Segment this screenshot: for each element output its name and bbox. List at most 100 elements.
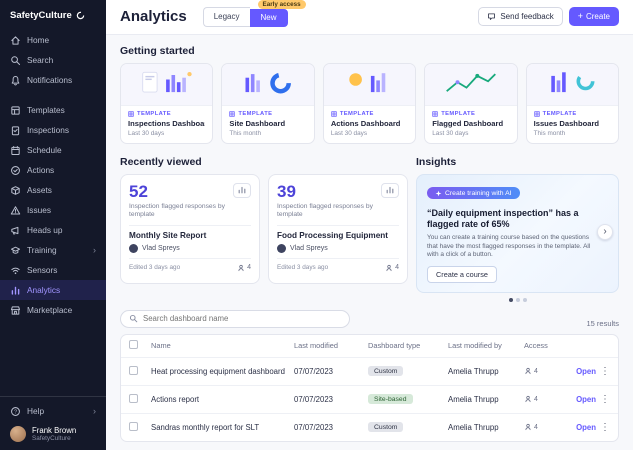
insights-title: Insights <box>416 155 457 168</box>
recently-viewed-card[interactable]: 52 Inspection flagged responses by templ… <box>120 173 260 284</box>
row-checkbox[interactable] <box>129 365 138 375</box>
row-menu-button[interactable]: ⋮ <box>600 365 610 377</box>
sidebar-item-label: Analytics <box>27 285 61 295</box>
create-button[interactable]: + Create <box>568 7 619 27</box>
nav-group-divider <box>0 90 106 100</box>
sidebar-item-notifications[interactable]: Notifications <box>0 70 106 90</box>
carousel-dot[interactable] <box>522 297 527 302</box>
dashboard-name: Monthly Site Report <box>129 230 207 240</box>
user-menu[interactable]: Frank Brown SafetyCulture <box>0 421 106 444</box>
open-link[interactable]: Open <box>576 394 596 404</box>
sidebar-item-sensors[interactable]: Sensors <box>0 260 106 280</box>
carousel-dot[interactable] <box>515 297 520 302</box>
card-body: TEMPLATE Flagged Dashboard Last 30 days <box>425 106 516 143</box>
sidebar-item-issues[interactable]: Issues <box>0 200 106 220</box>
row-menu-button[interactable]: ⋮ <box>600 393 610 405</box>
template-card-actions[interactable]: TEMPLATE Actions Dashboard Last 30 days <box>322 62 417 144</box>
column-header-access: Access <box>524 341 548 351</box>
insight-headline: “Daily equipment inspection” has a flagg… <box>427 207 579 229</box>
sidebar-item-templates[interactable]: Templates <box>0 100 106 120</box>
table-row[interactable]: Actions report 07/07/2023 Site-based Ame… <box>121 384 618 413</box>
search-input[interactable] <box>143 314 341 324</box>
issues-dashboard-illustration <box>526 63 619 106</box>
send-feedback-button[interactable]: Send feedback <box>478 7 563 27</box>
metric-label: Inspection flagged responses by template <box>129 202 225 219</box>
dashboard-name: Food Processing Equipment <box>277 230 388 240</box>
user-name: Frank Brown <box>32 426 77 435</box>
table-row[interactable]: Heat processing equipment dashboard 07/0… <box>121 356 618 385</box>
card-type-label: TEMPLATE <box>441 110 476 117</box>
row-menu-button[interactable]: ⋮ <box>600 421 610 433</box>
card-body: TEMPLATE Actions Dashboard Last 30 days <box>324 106 415 143</box>
table-header-row: Name Last modified Dashboard type Last m… <box>121 335 618 357</box>
check-circle-icon <box>10 165 21 176</box>
page-title: Analytics <box>120 8 187 26</box>
chart-chip-icon <box>381 182 399 198</box>
card-type-label: TEMPLATE <box>339 110 374 117</box>
sensor-wifi-icon <box>10 265 21 276</box>
sidebar-item-search[interactable]: Search <box>0 50 106 70</box>
open-link[interactable]: Open <box>576 366 596 376</box>
card-title: Actions Dashboard <box>330 118 401 128</box>
sidebar-item-analytics[interactable]: Analytics <box>0 280 106 300</box>
send-feedback-label: Send feedback <box>500 12 554 22</box>
legacy-toggle-button[interactable]: Legacy <box>202 7 250 27</box>
last-modified-cell: 07/07/2023 <box>294 394 334 404</box>
sidebar-item-label: Heads up <box>27 225 63 235</box>
sidebar-item-assets[interactable]: Assets <box>0 180 106 200</box>
sidebar-item-label: Schedule <box>27 145 62 155</box>
sidebar-item-schedule[interactable]: Schedule <box>0 140 106 160</box>
template-card-flagged[interactable]: TEMPLATE Flagged Dashboard Last 30 days <box>424 62 518 144</box>
template-card-site[interactable]: TEMPLATE Site Dashboard This month <box>221 62 315 144</box>
sidebar-item-label: Inspections <box>27 125 69 135</box>
sidebar-item-actions[interactable]: Actions <box>0 160 106 180</box>
select-all-checkbox[interactable] <box>129 340 138 350</box>
carousel-next-button[interactable]: › <box>597 223 613 240</box>
bell-icon <box>10 75 21 86</box>
recently-viewed-card[interactable]: 39 Inspection flagged responses by templ… <box>268 173 408 284</box>
create-course-button[interactable]: Create a course <box>427 265 497 283</box>
sidebar-item-label: Sensors <box>27 265 58 275</box>
table-row[interactable]: Sandras monthly report for SLT 07/07/202… <box>121 412 618 441</box>
actions-dashboard-illustration <box>323 63 416 106</box>
sidebar-item-heads-up[interactable]: Heads up <box>0 220 106 240</box>
card-period: Last 30 days <box>432 129 469 137</box>
main-area: Analytics Legacy New Early access Send f… <box>106 0 633 450</box>
owner-name: Vlad Spreys <box>142 244 180 252</box>
card-body: TEMPLATE Inspections Dashboard Last 30 d… <box>121 106 212 143</box>
template-grid-icon <box>432 110 438 117</box>
card-title: Flagged Dashboard <box>432 118 504 128</box>
sidebar-item-inspections[interactable]: Inspections <box>0 120 106 140</box>
template-card-issues[interactable]: TEMPLATE Issues Dashboard This month <box>525 62 620 144</box>
member-count: 4 <box>395 264 399 272</box>
sidebar-item-label: Training <box>27 245 57 255</box>
column-header-last-modified-by: Last modified by <box>448 341 502 351</box>
sidebar-item-help[interactable]: ? Help › <box>0 401 106 421</box>
getting-started-title: Getting started <box>120 44 195 57</box>
search-icon <box>129 314 138 323</box>
row-checkbox[interactable] <box>129 421 138 431</box>
column-header-dashboard-type: Dashboard type <box>368 341 421 351</box>
template-grid-icon <box>331 110 337 117</box>
sidebar-footer: ? Help › Frank Brown SafetyCulture <box>0 396 106 450</box>
card-body: TEMPLATE Issues Dashboard This month <box>527 106 618 143</box>
card-title: Inspections Dashboard <box>128 118 206 128</box>
megaphone-icon <box>10 225 21 236</box>
template-card-inspections[interactable]: TEMPLATE Inspections Dashboard Last 30 d… <box>120 62 214 144</box>
home-icon <box>10 35 21 46</box>
card-body: TEMPLATE Site Dashboard This month <box>222 106 313 143</box>
create-training-ai-button[interactable]: Create training with AI <box>427 187 520 199</box>
row-checkbox[interactable] <box>129 393 138 403</box>
sidebar-item-home[interactable]: Home <box>0 30 106 50</box>
sidebar-item-label: Issues <box>27 205 51 215</box>
carousel-dot[interactable] <box>508 297 513 302</box>
chevron-right-icon: › <box>93 244 96 255</box>
sidebar-item-marketplace[interactable]: Marketplace <box>0 300 106 320</box>
new-toggle-button[interactable]: New <box>249 8 288 27</box>
last-modified-cell: 07/07/2023 <box>294 422 334 432</box>
sidebar-item-training[interactable]: Training › <box>0 240 106 260</box>
open-link[interactable]: Open <box>576 422 596 432</box>
chart-chip-icon <box>233 182 251 198</box>
user-avatar <box>10 426 26 442</box>
